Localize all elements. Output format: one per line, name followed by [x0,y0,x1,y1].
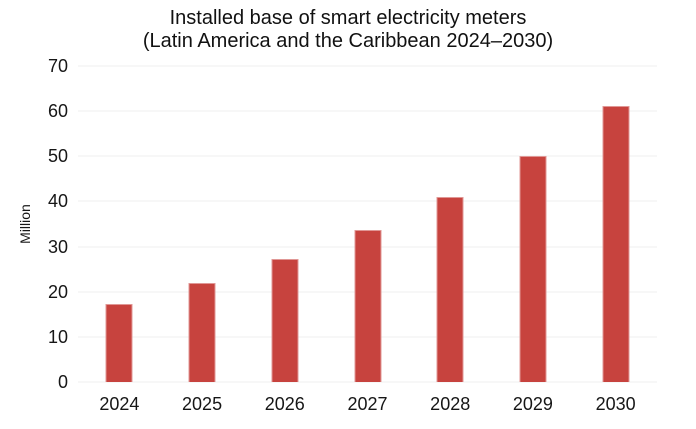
bar-2028 [436,196,464,382]
bar-2029 [519,156,547,382]
x-tick-label-2030: 2030 [595,394,636,414]
y-tick-label-50: 50 [47,146,68,167]
gridline-0 [78,381,657,383]
y-axis-tick-labels: 0 10 20 30 40 50 60 70 [0,57,68,391]
gridline-50 [78,155,657,157]
y-tick-label-10: 10 [47,326,68,347]
x-tick-label-2027: 2027 [347,394,388,414]
y-tick-label-60: 60 [47,101,68,122]
x-tick-label-2025: 2025 [182,394,223,414]
bar-2026 [271,258,299,382]
y-tick-label-0: 0 [57,372,68,392]
chart-title: Installed base of smart electricity mete… [0,7,696,53]
y-tick-label-20: 20 [47,281,68,302]
gridline-60 [78,110,657,112]
x-tick-label-2028: 2028 [430,394,471,414]
x-tick-label-2024: 2024 [99,394,140,414]
y-tick-label-40: 40 [47,191,68,212]
gridline-70 [78,65,657,67]
bar-2025 [188,282,216,382]
y-tick-label-70: 70 [47,56,68,76]
x-tick-label-2029: 2029 [512,394,553,414]
chart-title-line-2: (Latin America and the Caribbean 2024–20… [142,30,554,52]
bar-2030 [602,105,630,382]
plot-area [78,65,657,383]
gridline-40 [78,200,657,202]
x-tick-label-2026: 2026 [264,394,305,414]
bar-2024 [105,303,133,382]
chart-title-line-1: Installed base of smart electricity mete… [169,7,527,29]
y-tick-label-30: 30 [47,236,68,257]
x-axis-tick-labels: 2024 2025 2026 2027 2028 2029 2030 [78,393,657,417]
bar-2027 [354,230,381,382]
